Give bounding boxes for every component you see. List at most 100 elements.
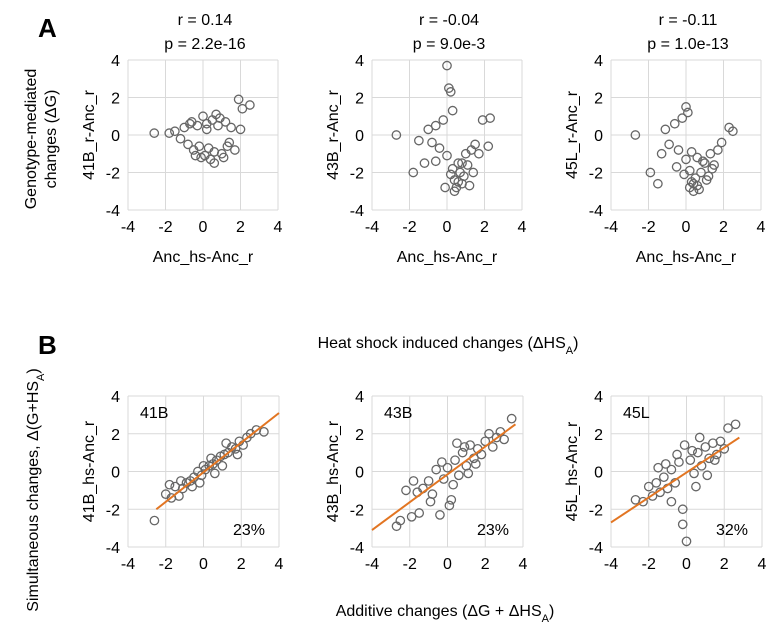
y-tick-label: -4 xyxy=(589,203,603,220)
x-tick-label: 4 xyxy=(274,219,283,236)
y-tick-label: 0 xyxy=(355,465,364,482)
data-point xyxy=(699,158,710,168)
x-tick-label: 2 xyxy=(236,219,245,236)
y-tick-label: -2 xyxy=(589,166,603,183)
data-point xyxy=(643,481,654,492)
data-point xyxy=(684,165,695,176)
data-point xyxy=(694,184,704,195)
data-point xyxy=(211,109,221,120)
data-point xyxy=(630,130,641,140)
row-b-shared-ylabel: Simultaneous changes, Δ(G+HSA) xyxy=(25,368,47,611)
x-tick-label: 0 xyxy=(443,219,452,236)
data-point xyxy=(506,413,517,424)
data-point xyxy=(444,500,455,511)
y-tick-label: 0 xyxy=(594,465,603,482)
x-tick-label: -4 xyxy=(121,219,135,236)
data-point xyxy=(459,442,470,452)
fit-line xyxy=(371,423,517,531)
x-tick-label: 0 xyxy=(682,556,691,573)
data-point xyxy=(414,508,425,518)
x-tick-label: 2 xyxy=(237,556,246,573)
data-point xyxy=(452,438,462,449)
data-point xyxy=(149,515,160,526)
data-point xyxy=(235,124,246,135)
data-point xyxy=(190,150,201,161)
y-tick-label: 2 xyxy=(355,427,364,444)
data-point xyxy=(470,139,480,150)
data-point xyxy=(205,154,216,165)
x-tick-label: 0 xyxy=(443,556,452,573)
data-point xyxy=(259,427,269,437)
x-tick-label: -4 xyxy=(121,556,135,573)
y-axis-label: 41B_hs-Anc_r xyxy=(81,420,98,522)
data-point xyxy=(698,156,708,167)
y-tick-label: 4 xyxy=(355,53,364,70)
data-point xyxy=(713,145,723,155)
data-point xyxy=(658,472,669,483)
data-point xyxy=(414,135,424,146)
data-point xyxy=(450,455,460,466)
data-point xyxy=(453,470,464,481)
stats-label: p = 1.0e-13 xyxy=(647,36,729,53)
data-point xyxy=(677,113,688,123)
data-point xyxy=(187,481,198,492)
data-point xyxy=(683,107,693,118)
y-tick-label: 4 xyxy=(111,389,120,406)
data-point xyxy=(730,419,741,430)
stats-label: p = 9.0e-3 xyxy=(413,36,486,53)
data-point xyxy=(688,178,699,189)
data-point xyxy=(175,133,186,144)
y-tick-label: 4 xyxy=(594,389,603,406)
data-point xyxy=(673,145,684,155)
data-point xyxy=(408,476,419,486)
y-tick-label: -2 xyxy=(106,502,120,519)
panel-label-a: A xyxy=(38,13,57,43)
data-point xyxy=(660,459,671,469)
percent-label: 23% xyxy=(477,522,509,539)
data-point xyxy=(465,440,475,450)
data-point xyxy=(425,496,436,507)
x-tick-label: 4 xyxy=(757,219,766,236)
plot-a2: -4 -2 0 2 4 -4 -2 0 2 4 Anc_hs-Anc_r 43B_r-Anc_r r =… xyxy=(325,12,527,266)
plot-b2: -4 -2 0 2 4 -4 -2 0 2 4 43B_hs-Anc_r 43B 23% xyxy=(325,389,528,573)
data-point xyxy=(221,438,231,449)
x-tick-label: 4 xyxy=(518,219,527,236)
data-point xyxy=(198,111,208,122)
x-tick-label: -2 xyxy=(641,219,655,236)
data-point xyxy=(233,94,244,105)
data-point xyxy=(440,182,450,193)
y-tick-label: -2 xyxy=(106,166,120,183)
data-point xyxy=(462,160,473,170)
data-point xyxy=(401,485,411,496)
data-point xyxy=(436,457,447,467)
x-tick-label: -2 xyxy=(159,556,173,573)
fit-line xyxy=(610,436,740,524)
stats-label: r = -0.11 xyxy=(659,12,718,29)
fit-line xyxy=(155,412,280,511)
y-tick-label: 0 xyxy=(355,128,364,145)
y-tick-label: 4 xyxy=(111,53,120,70)
data-point xyxy=(681,102,691,112)
x-tick-label: 4 xyxy=(519,556,528,573)
x-tick-label: 4 xyxy=(275,556,284,573)
data-point xyxy=(484,428,494,439)
data-point xyxy=(470,459,481,469)
data-point xyxy=(423,476,434,486)
x-tick-label: -4 xyxy=(604,219,618,236)
data-point xyxy=(474,148,484,159)
data-point xyxy=(704,453,715,464)
data-point xyxy=(677,519,688,530)
data-point xyxy=(653,178,663,189)
data-point xyxy=(651,477,662,488)
data-point xyxy=(442,150,452,161)
data-point xyxy=(483,141,494,152)
y-tick-label: 2 xyxy=(594,91,603,108)
data-point xyxy=(217,460,228,471)
y-tick-label: 0 xyxy=(111,465,120,482)
panel-label-b: B xyxy=(38,330,57,360)
percent-label: 23% xyxy=(233,522,265,539)
data-point xyxy=(449,175,460,185)
x-tick-label: 0 xyxy=(199,219,208,236)
data-point xyxy=(686,147,697,157)
x-tick-label: -4 xyxy=(604,556,618,573)
